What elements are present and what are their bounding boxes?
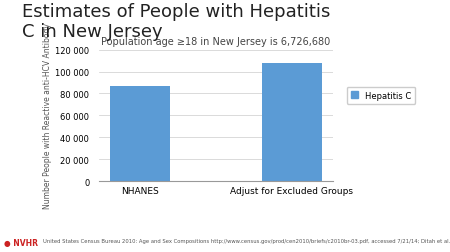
- Text: Estimates of People with Hepatitis
C in New Jersey: Estimates of People with Hepatitis C in …: [22, 3, 331, 41]
- Text: ● NVHR: ● NVHR: [4, 238, 39, 247]
- Bar: [261, 64, 322, 181]
- Y-axis label: Number People with Reactive anti-HCV Antibody: Number People with Reactive anti-HCV Ant…: [43, 23, 52, 208]
- Bar: [110, 86, 171, 181]
- Legend: Hepatitis C: Hepatitis C: [346, 87, 415, 105]
- Title: Population age ≥18 in New Jersey is 6,726,680: Population age ≥18 in New Jersey is 6,72…: [101, 37, 331, 47]
- Text: United States Census Bureau 2010: Age and Sex Compositions http://www.census.gov: United States Census Bureau 2010: Age an…: [43, 238, 450, 243]
